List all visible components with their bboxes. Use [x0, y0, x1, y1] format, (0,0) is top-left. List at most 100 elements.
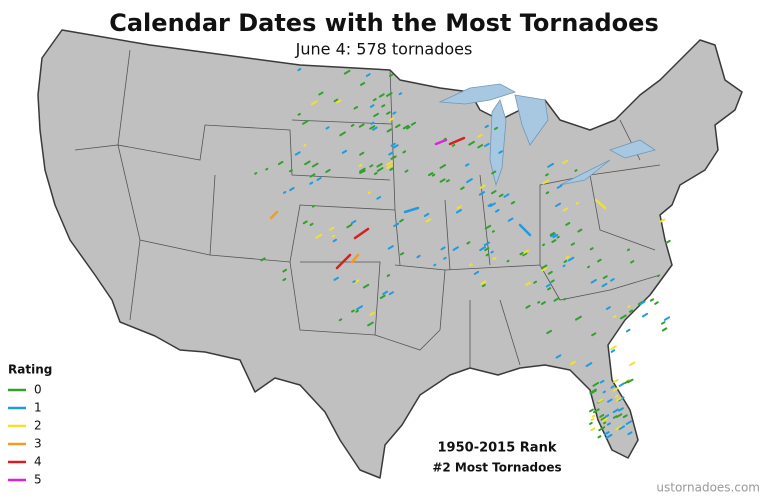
- tornado-point: [369, 164, 374, 168]
- tornado-point: [612, 415, 618, 419]
- tornado-point: [545, 283, 552, 288]
- tornado-point: [540, 301, 546, 305]
- tornado-point: [339, 131, 346, 137]
- tornado-point: [388, 291, 395, 296]
- tornado-point: [336, 99, 342, 104]
- tornado-point: [574, 169, 578, 172]
- tornado-point: [490, 250, 494, 254]
- legend-label: 2: [34, 419, 42, 433]
- tornado-point: [359, 81, 366, 86]
- tornado-point: [325, 168, 331, 173]
- tornado-point: [318, 91, 324, 96]
- tornado-point: [592, 408, 600, 414]
- tornado-point: [540, 264, 548, 270]
- subtitle: June 4: 578 tornadoes: [295, 40, 473, 59]
- tornado-point: [628, 361, 636, 367]
- great-lakes: [438, 83, 656, 187]
- tornado-point: [325, 126, 330, 130]
- tornado-point: [522, 249, 529, 255]
- tornado-point: [376, 196, 382, 200]
- tornado-point: [350, 220, 357, 225]
- tornado-point: [373, 112, 380, 118]
- tornado-point: [372, 98, 377, 102]
- tornado-point: [612, 315, 617, 319]
- tornado-point: [603, 431, 610, 436]
- tornado-point: [565, 255, 570, 259]
- tornado-point: [479, 184, 486, 189]
- tornado-point: [555, 202, 562, 208]
- tornado-point: [477, 133, 483, 138]
- tornado-point: [641, 312, 649, 318]
- tornado-point: [389, 167, 394, 171]
- tornado-point: [599, 413, 605, 418]
- tornado-point: [369, 311, 375, 316]
- tornado-track: [353, 227, 370, 240]
- tornado-point: [386, 92, 393, 97]
- tornado-point: [590, 279, 597, 284]
- tornado-point: [381, 104, 386, 108]
- tornado-point: [388, 151, 394, 156]
- tornado-point: [289, 187, 295, 192]
- tornado-point: [370, 121, 375, 125]
- tornado-point: [490, 190, 497, 195]
- tornado-point: [406, 125, 411, 130]
- tornado-point: [311, 162, 319, 168]
- tornado-point: [355, 309, 359, 313]
- rank-title: 1950-2015 Rank: [438, 441, 557, 456]
- tornado-point: [601, 282, 608, 288]
- tornado-track: [350, 253, 360, 264]
- tornado-point: [585, 362, 593, 367]
- tornado-point: [367, 321, 374, 327]
- tornado-point: [416, 254, 421, 259]
- tornado-point: [353, 279, 360, 284]
- tornado-point: [577, 228, 583, 233]
- tornado-point: [484, 124, 489, 129]
- tornado-point: [607, 398, 613, 403]
- tornado-point: [468, 263, 473, 267]
- tornado-point: [484, 247, 490, 252]
- tornado-point: [567, 256, 575, 262]
- tornado-point: [466, 178, 473, 184]
- tornado-point: [443, 256, 447, 260]
- tornado-point: [600, 416, 606, 421]
- tornado-point: [610, 278, 615, 282]
- tornado-point: [606, 422, 611, 426]
- tornado-point: [331, 234, 336, 238]
- tornado-point: [626, 248, 631, 252]
- tornado-point: [480, 280, 487, 285]
- tornado-point: [663, 316, 671, 321]
- tornado-point: [605, 433, 613, 439]
- tornado-point: [506, 259, 510, 263]
- legend-title: Rating: [8, 363, 52, 377]
- tornado-point: [309, 222, 314, 226]
- tornado-point: [452, 246, 459, 251]
- tornado-point: [589, 408, 594, 413]
- tornado-point: [365, 73, 371, 77]
- tornado-point: [373, 171, 378, 176]
- tornado-track: [518, 223, 532, 237]
- tornado-point: [494, 126, 499, 131]
- tornado-point: [547, 162, 555, 168]
- legend-label: 1: [34, 401, 42, 415]
- tornado-point: [439, 164, 447, 169]
- tornado-point: [625, 328, 631, 333]
- tornado-track: [269, 210, 279, 220]
- tornado-point: [622, 414, 628, 419]
- tornado-track: [434, 138, 448, 146]
- tornado-point: [455, 209, 462, 214]
- tornado-point: [541, 267, 547, 272]
- tornado-point: [302, 220, 308, 225]
- tornado-point: [533, 280, 538, 284]
- tornado-point: [549, 231, 555, 236]
- tornado-point: [445, 179, 450, 183]
- us-land: [37, 29, 743, 479]
- tornado-point: [386, 164, 393, 169]
- tornado-point: [304, 160, 311, 166]
- tornado-point: [353, 106, 359, 110]
- tornado-point: [399, 252, 405, 256]
- tornado-point: [362, 283, 370, 289]
- tornado-point: [356, 305, 364, 311]
- tornado-point: [625, 420, 633, 425]
- tornado-point: [372, 126, 378, 131]
